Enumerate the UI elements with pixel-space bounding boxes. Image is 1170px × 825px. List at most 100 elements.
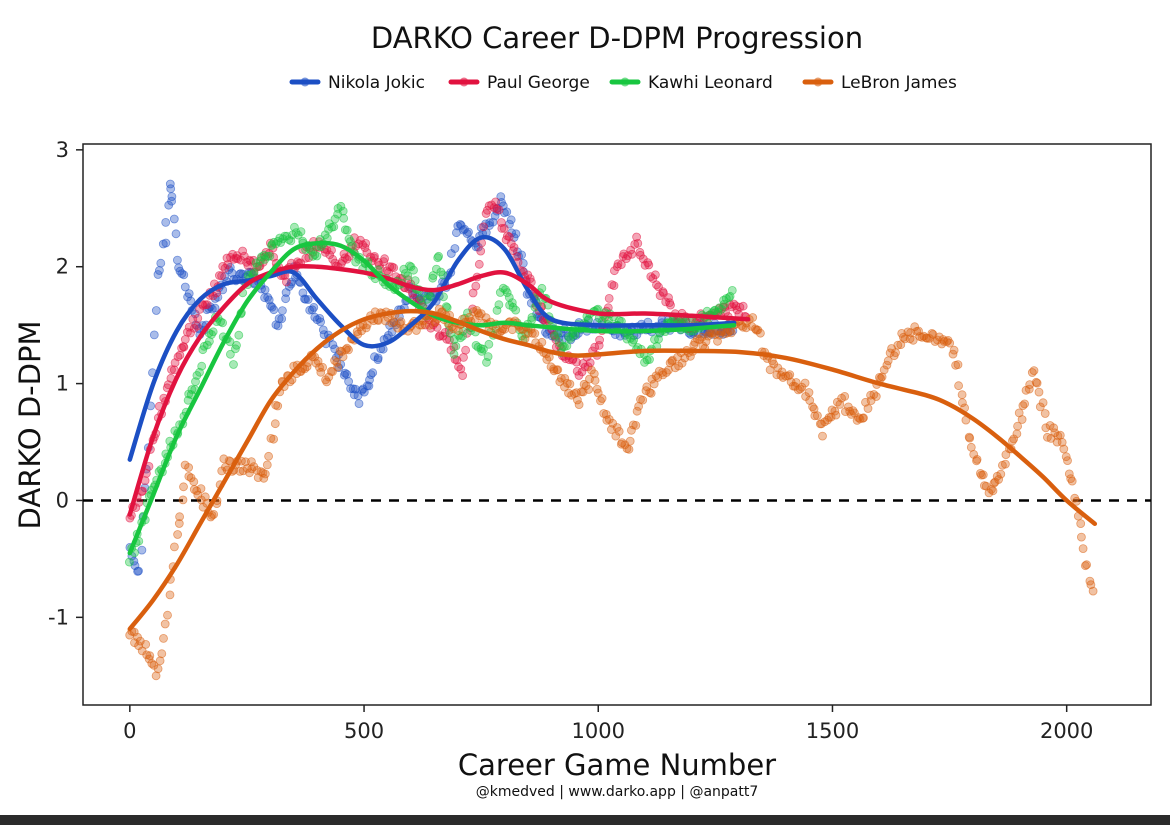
data-point <box>461 345 471 355</box>
legend-marker-paul-george <box>459 77 469 87</box>
data-point <box>273 401 283 411</box>
data-point <box>645 355 654 364</box>
data-point <box>456 364 466 374</box>
data-point <box>813 411 822 421</box>
data-point <box>124 557 134 567</box>
y-tick-label: 1 <box>56 372 69 396</box>
data-point <box>449 349 459 359</box>
data-point <box>189 477 199 487</box>
data-point <box>614 426 624 436</box>
data-point <box>264 451 274 461</box>
data-point <box>459 352 468 362</box>
data-point <box>342 225 352 235</box>
data-point <box>859 413 868 423</box>
data-point <box>362 320 372 330</box>
data-point <box>333 362 343 372</box>
data-point <box>368 368 378 378</box>
data-point <box>328 340 338 350</box>
data-point <box>167 196 177 206</box>
data-point <box>270 419 280 429</box>
trend-line-paul-george <box>127 263 751 517</box>
data-point <box>831 410 841 420</box>
data-point <box>664 365 673 375</box>
data-point <box>187 385 197 394</box>
data-point <box>624 444 634 454</box>
data-point <box>632 232 641 242</box>
data-point <box>1088 586 1098 596</box>
data-point <box>629 335 639 345</box>
data-point <box>175 512 185 522</box>
data-point <box>389 263 399 273</box>
data-point <box>163 610 172 620</box>
data-point <box>1057 437 1067 447</box>
data-point <box>509 242 519 252</box>
data-point <box>908 335 918 345</box>
data-point <box>174 519 184 528</box>
data-point <box>210 303 220 313</box>
x-tick-label: 500 <box>344 719 384 743</box>
data-point <box>954 381 963 391</box>
data-point <box>167 192 177 202</box>
data-point <box>445 335 454 345</box>
data-point <box>204 336 214 346</box>
data-point <box>318 362 328 372</box>
data-point <box>235 466 245 476</box>
data-point <box>197 361 207 371</box>
trend-line-lebron-james <box>127 308 1098 632</box>
data-point <box>281 294 291 304</box>
data-point <box>180 282 190 292</box>
data-point <box>491 197 501 207</box>
data-point <box>342 369 352 379</box>
data-point <box>1034 387 1044 397</box>
data-point <box>553 365 563 375</box>
data-point <box>327 245 336 255</box>
data-point <box>354 399 364 409</box>
data-point <box>969 449 979 459</box>
data-point <box>160 619 170 629</box>
data-point <box>403 271 413 281</box>
data-point <box>301 294 311 304</box>
data-point <box>879 365 889 375</box>
legend-label-lebron-james: LeBron James <box>841 73 957 93</box>
data-point <box>597 394 607 403</box>
data-point <box>478 344 488 354</box>
data-point <box>355 235 365 245</box>
data-point <box>472 305 482 315</box>
data-point <box>527 328 537 338</box>
data-point <box>965 433 975 443</box>
data-point <box>506 215 516 225</box>
data-point <box>219 454 229 464</box>
data-point <box>431 264 441 274</box>
data-point <box>479 222 489 232</box>
data-point <box>654 282 663 292</box>
data-point <box>171 229 181 239</box>
y-tick-label: 2 <box>56 255 69 279</box>
data-point <box>365 375 374 385</box>
data-point <box>631 420 641 430</box>
data-point <box>428 273 438 283</box>
data-point <box>316 367 326 377</box>
data-point <box>416 293 426 303</box>
data-point <box>1076 519 1086 528</box>
data-point <box>1078 544 1088 553</box>
data-point <box>344 345 353 355</box>
data-point <box>330 214 340 224</box>
data-point <box>435 331 445 340</box>
data-point <box>410 276 420 286</box>
y-tick-label: 3 <box>56 138 69 162</box>
data-point <box>804 388 814 397</box>
data-point <box>504 232 514 242</box>
data-point <box>673 352 682 362</box>
data-point <box>167 365 176 375</box>
data-point <box>1024 384 1034 394</box>
data-point <box>727 285 737 295</box>
legend-label-paul-george: Paul George <box>487 73 590 93</box>
data-point <box>129 627 139 637</box>
data-point <box>972 454 982 464</box>
data-point <box>277 306 287 316</box>
data-point <box>341 345 351 354</box>
data-point <box>218 318 228 328</box>
data-point <box>1072 496 1081 506</box>
data-point <box>464 227 473 237</box>
